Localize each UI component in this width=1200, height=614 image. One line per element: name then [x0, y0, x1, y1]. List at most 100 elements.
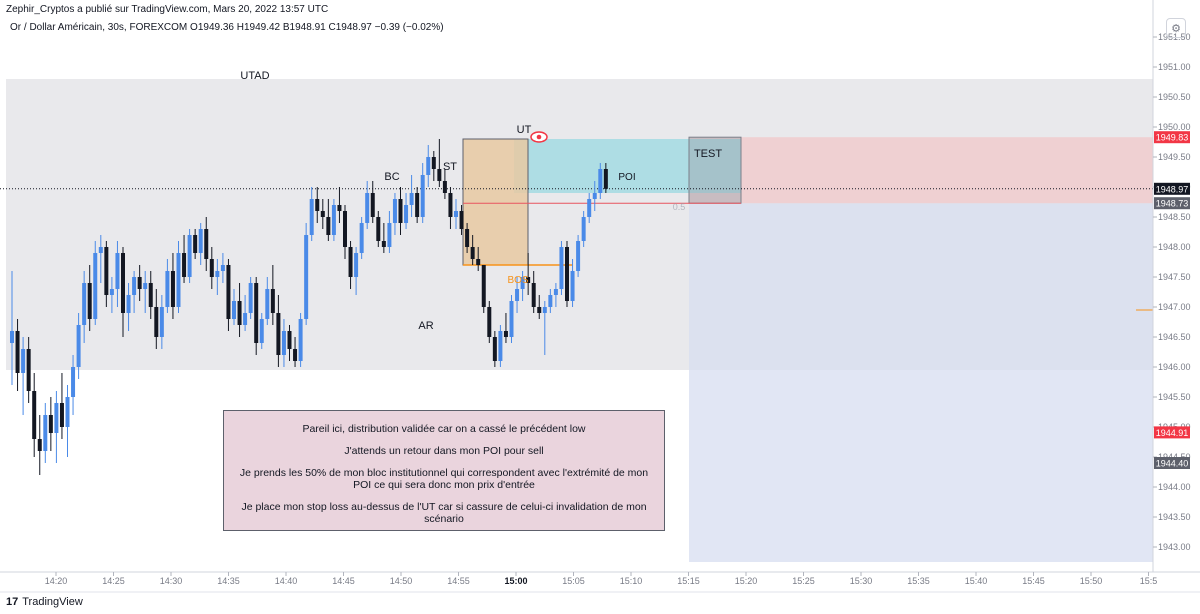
price-tick-label: 1946.50 [1158, 332, 1191, 342]
annotation-utad: UTAD [240, 70, 269, 82]
candle-body [220, 265, 225, 271]
candle-body [143, 283, 148, 289]
candle-body [343, 211, 347, 247]
candle-body [287, 331, 292, 349]
symbol-legend[interactable]: Or / Dollar Américain, 30s, FOREXCOM O19… [10, 22, 444, 33]
candle-body [503, 331, 508, 337]
candle-body [498, 331, 503, 361]
time-tick-label: 14:40 [275, 576, 298, 586]
note-paragraph-1: Pareil ici, distribution validée car on … [302, 423, 586, 435]
price-tag-label: 1948.73 [1156, 199, 1189, 209]
price-tag-label: 1948.97 [1156, 184, 1189, 194]
candle-body [559, 247, 564, 289]
candle-body [148, 283, 153, 307]
candle-body [492, 337, 497, 361]
candle-body [487, 307, 492, 337]
time-tick-label: 14:55 [447, 576, 470, 586]
candle-body [392, 199, 397, 223]
candle-body [354, 253, 359, 277]
candle-body [553, 289, 558, 295]
candle-body [243, 313, 248, 325]
candle-body [276, 313, 281, 355]
price-tag [1154, 197, 1190, 210]
candle-body [193, 235, 198, 253]
price-tick-label: 1943.00 [1158, 542, 1191, 552]
candle-body [570, 271, 575, 301]
eye-icon-pupil [536, 134, 542, 140]
candle-body [415, 193, 420, 217]
annotation-poi: POI [618, 172, 635, 183]
candle-body [109, 289, 114, 295]
candle-body [82, 283, 87, 325]
price-tag [1154, 131, 1190, 144]
candle-body [603, 169, 608, 189]
price-tag-label: 1949.83 [1156, 133, 1189, 143]
price-tick-label: 1951.00 [1158, 62, 1191, 72]
candle-body [515, 289, 520, 301]
price-tick-label: 1947.00 [1158, 302, 1191, 312]
candle-body [320, 211, 325, 217]
price-tick-label: 1949.50 [1158, 152, 1191, 162]
candle-body [537, 307, 542, 313]
time-tick-label: 15:25 [792, 576, 815, 586]
time-tick-label: 14:50 [390, 576, 413, 586]
price-tick-label: 1946.00 [1158, 362, 1191, 372]
candle-body [587, 199, 592, 217]
candle-body [526, 277, 531, 283]
candle-body [93, 253, 98, 319]
test-box [688, 136, 742, 204]
price-tick-label: 1948.00 [1158, 242, 1191, 252]
time-tick-label: 15:40 [965, 576, 988, 586]
candle-body [215, 271, 220, 277]
price-tag [1154, 182, 1190, 195]
candle-body [104, 247, 109, 295]
candle-body [10, 331, 14, 343]
candle-body [293, 349, 298, 361]
candle-body [298, 319, 303, 361]
candle-body [404, 205, 409, 223]
candle-body [337, 205, 342, 211]
candle-body [265, 289, 270, 319]
time-tick-label: 15:35 [907, 576, 930, 586]
candle-body [442, 181, 447, 193]
candle-body [226, 265, 231, 319]
price-tag-label: 1944.40 [1156, 459, 1189, 469]
candle-body [154, 307, 159, 337]
note-paragraph-2: J'attends un retour dans mon POI pour se… [344, 445, 544, 457]
candle-body [592, 193, 597, 199]
candle-body [54, 403, 59, 433]
candle-body [381, 241, 386, 247]
candle-body [232, 301, 236, 319]
candle-body [254, 283, 259, 343]
price-tag-label: 1944.91 [1156, 428, 1189, 438]
candle-body [509, 301, 514, 337]
candle-body [159, 307, 164, 337]
gear-icon[interactable]: ⚙ [1166, 18, 1186, 38]
price-tag [1154, 457, 1190, 469]
publish-info: Zephir_Cryptos a publié sur TradingView.… [6, 4, 329, 15]
time-tick-label: 14:35 [217, 576, 240, 586]
time-tick-label: 15:50 [1080, 576, 1103, 586]
time-tick-label: 15:10 [620, 576, 643, 586]
candle-body [137, 277, 142, 289]
candle-body [15, 331, 20, 373]
candle-body [304, 235, 309, 319]
time-tick-label: 15:30 [850, 576, 873, 586]
annotation-bc: BC [384, 171, 399, 183]
candle-body [26, 349, 31, 391]
candle-body [132, 277, 137, 295]
time-tick-label: 15:45 [1022, 576, 1045, 586]
time-tick-label: 15:5 [1140, 576, 1158, 586]
price-tag [1154, 426, 1190, 439]
zone-target [689, 203, 1153, 562]
candle-body [370, 193, 375, 217]
candle-body [598, 169, 603, 193]
annotation-05: 0.5 [673, 202, 686, 212]
candle-body [248, 283, 253, 313]
candle-body [65, 397, 70, 427]
candle-body [426, 157, 431, 175]
candle-body [420, 175, 425, 217]
tradingview-logo[interactable]: 17 TradingView [6, 596, 83, 608]
candle-body [21, 349, 26, 373]
